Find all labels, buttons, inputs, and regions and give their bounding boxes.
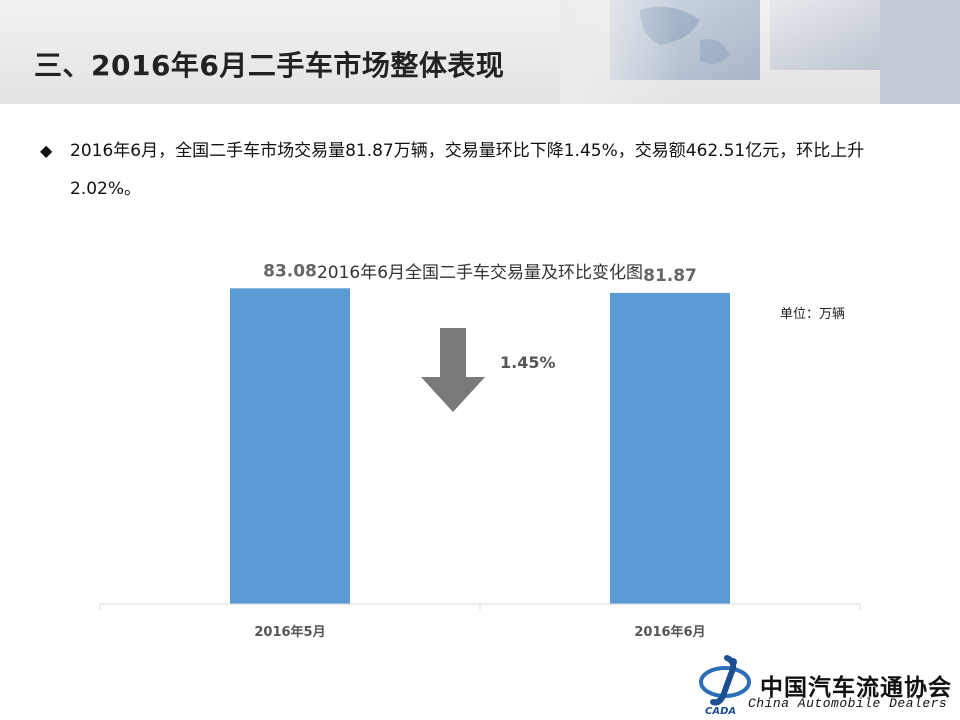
diamond-bullet-icon: ◆ [40, 141, 53, 160]
header-band: 三、2016年6月二手车市场整体表现 [0, 0, 960, 104]
header-decoration [560, 0, 960, 104]
bar-1 [230, 288, 350, 604]
bar-value-label-1: 83.08 [263, 261, 317, 281]
summary-text: 2016年6月，全国二手车市场交易量81.87万辆，交易量环比下降1.45%，交… [70, 141, 865, 199]
unit-label: 单位：万辆 [780, 307, 846, 322]
org-name-chinese: 中国汽车流通协会 [760, 674, 952, 701]
summary-bullet: ◆ 2016年6月，全国二手车市场交易量81.87万辆，交易量环比下降1.45%… [40, 132, 920, 208]
x-tick-label-1: 2016年5月 [254, 624, 325, 640]
chart-title: 2016年6月全国二手车交易量及环比变化图 [316, 263, 644, 283]
x-tick-label-2: 2016年6月 [634, 624, 705, 640]
bar-value-label-2: 81.87 [643, 266, 697, 286]
logo-text: CADA [705, 706, 736, 716]
down-arrow-shape [421, 328, 485, 412]
bar-2 [610, 292, 730, 604]
down-arrow-icon [421, 328, 485, 412]
change-percent-label: 1.45% [500, 353, 556, 372]
cada-logo-icon: CADA [699, 655, 751, 717]
org-logo: CADA [697, 652, 952, 717]
org-name-english: China Automobile Dealers [748, 696, 948, 711]
page-title: 三、2016年6月二手车市场整体表现 [34, 49, 505, 82]
